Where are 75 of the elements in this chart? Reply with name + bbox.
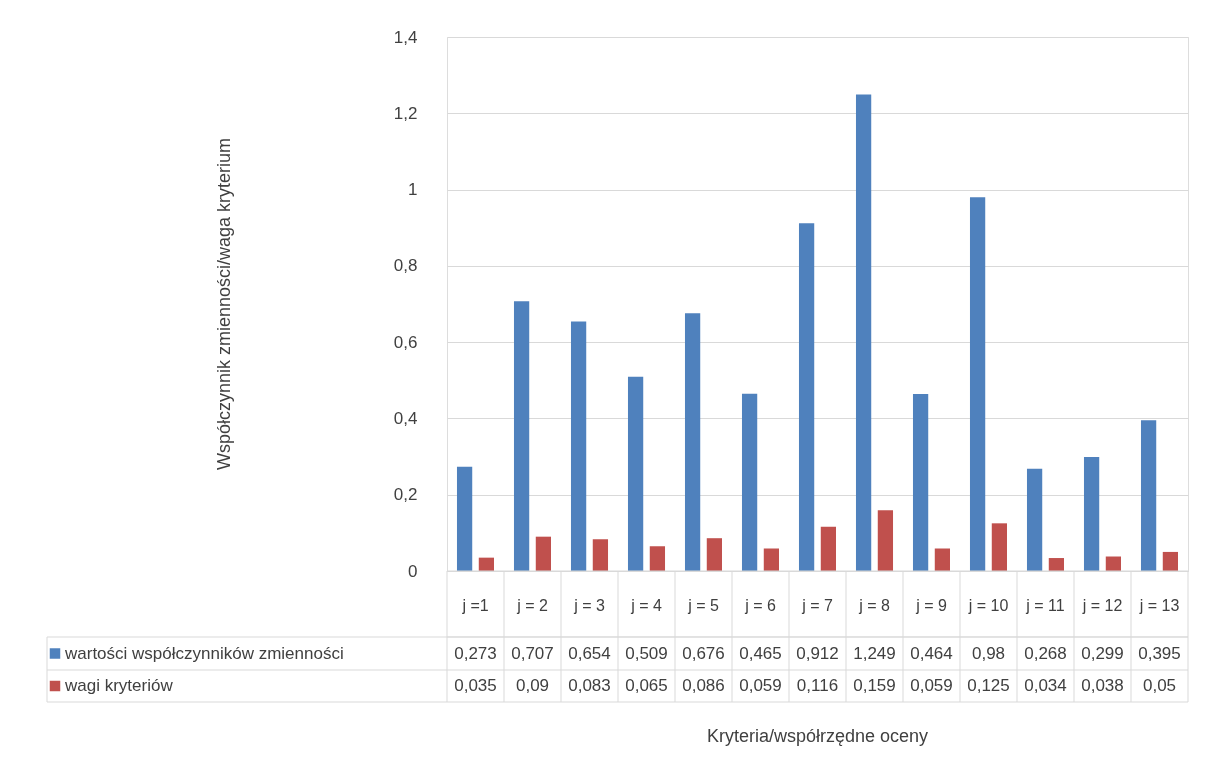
bar: [706, 538, 723, 571]
y-tick-label: 0: [408, 561, 418, 581]
bar: [820, 526, 837, 571]
data-label: 0,273: [454, 643, 497, 663]
x-tick-label: j = 12: [1081, 596, 1123, 614]
data-label: 0,465: [739, 643, 782, 663]
bar: [649, 546, 666, 571]
data-label: 0,509: [625, 643, 668, 663]
x-tick-label: j =1: [461, 596, 489, 614]
x-tick-label: j = 6: [744, 596, 776, 614]
data-label: 0,654: [568, 643, 611, 663]
data-label: 0,034: [1024, 676, 1067, 695]
x-tick-label: j = 10: [967, 596, 1009, 614]
y-tick-label: 0,2: [393, 485, 418, 505]
y-tick-label: 0,6: [393, 332, 418, 352]
bar: [934, 548, 951, 571]
bar: [513, 301, 530, 571]
data-label: 0,268: [1024, 643, 1067, 663]
data-label: 0,035: [454, 676, 497, 695]
data-label: 0,065: [625, 676, 668, 695]
bar: [1026, 468, 1043, 571]
data-label: 0,676: [682, 643, 725, 663]
data-label: 0,038: [1081, 676, 1124, 695]
bar: [1140, 420, 1157, 571]
y-tick-label: 1: [408, 180, 418, 200]
bar: [969, 197, 986, 571]
text: Współczynnik zmienności/waga kryterium: [214, 137, 234, 471]
y-tick-label: 1,4: [393, 27, 418, 47]
data-label: 0,159: [853, 676, 896, 695]
x-tick-label: j = 13: [1138, 596, 1180, 614]
data-label: 0,086: [682, 676, 725, 695]
legend-label: wartości współczynników zmienności: [64, 643, 344, 663]
bar: [684, 313, 701, 571]
bar: [456, 466, 473, 571]
legend-label: wagi kryteriów: [64, 676, 174, 695]
y-tick-label: 1,2: [393, 103, 418, 123]
data-label: 0,059: [739, 676, 782, 695]
bar: [1048, 558, 1065, 571]
data-label: 0,912: [796, 643, 839, 663]
x-tick-label: j = 5: [687, 596, 719, 614]
data-label: 0,059: [910, 676, 953, 695]
bar: [798, 223, 815, 571]
bar: [592, 539, 609, 571]
bar: [535, 536, 552, 571]
data-label: 0,09: [515, 676, 550, 695]
bar: [1162, 551, 1179, 571]
bar: [763, 548, 780, 571]
data-label: 0,125: [967, 676, 1010, 695]
bar: [1083, 456, 1100, 571]
y-tick-label: 0,8: [393, 256, 418, 276]
bar: [570, 321, 587, 571]
data-label: 0,464: [910, 643, 953, 663]
data-label: 0,116: [796, 676, 839, 695]
data-label: 0,98: [971, 643, 1006, 663]
data-label: 0,707: [511, 643, 554, 663]
x-tick-label: j = 9: [915, 596, 947, 614]
x-tick-label: j = 11: [1025, 596, 1065, 614]
bar: [912, 394, 929, 571]
x-tick-label: j = 4: [630, 596, 662, 614]
x-tick-label: j = 7: [801, 596, 833, 614]
bar: [741, 393, 758, 571]
data-label: 0,05: [1142, 676, 1177, 695]
x-tick-label: j = 3: [573, 596, 605, 614]
y-tick-label: 0,4: [393, 408, 418, 428]
x-tick-label: j = 8: [858, 596, 890, 614]
text: Kryteria/współrzędne oceny: [706, 726, 929, 746]
bar: [855, 94, 872, 571]
bar: [991, 523, 1008, 571]
data-label: 0,083: [568, 676, 611, 695]
bar: [627, 376, 644, 571]
data-label: 0,395: [1138, 643, 1181, 663]
bar: [877, 510, 894, 571]
data-label: 0,299: [1081, 643, 1124, 663]
x-tick-label: j = 2: [516, 596, 548, 614]
data-label: 1,249: [853, 643, 896, 663]
